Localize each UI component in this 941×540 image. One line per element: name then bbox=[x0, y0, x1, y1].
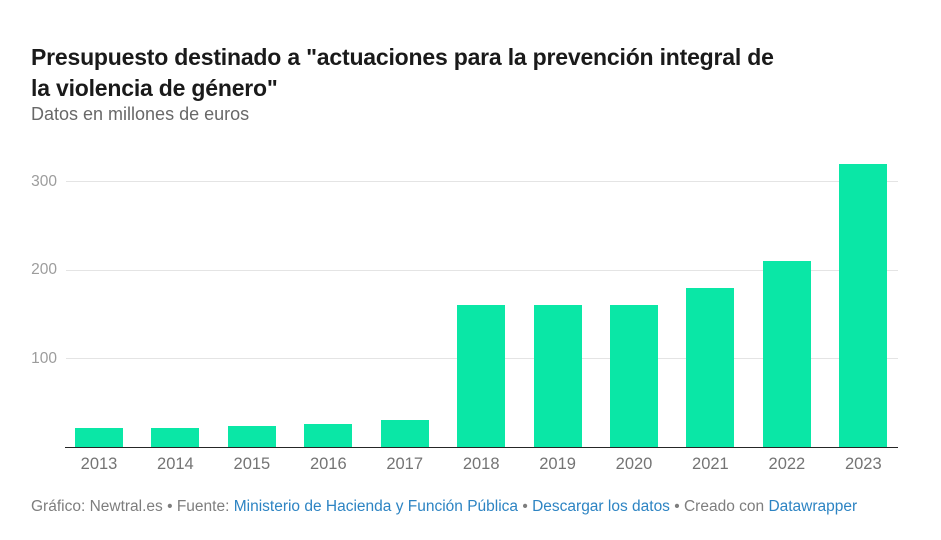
x-axis-tick-label-2018: 2018 bbox=[462, 455, 500, 473]
x-axis-tick-label-2013: 2013 bbox=[80, 455, 118, 473]
chart-title: Presupuesto destinado a "actuaciones par… bbox=[31, 42, 936, 104]
chart-title-line2: la violencia de género" bbox=[31, 75, 278, 102]
bar-2015 bbox=[227, 425, 276, 447]
bar-2014 bbox=[151, 428, 200, 447]
chart-title-line1: Presupuesto destinado a "actuaciones par… bbox=[31, 44, 774, 71]
source-link[interactable]: Ministerio de Hacienda y Función Pública bbox=[233, 498, 519, 515]
x-axis-tick-label-2016: 2016 bbox=[309, 455, 347, 473]
datawrapper-link[interactable]: Datawrapper bbox=[768, 498, 858, 515]
x-axis-tick-label-2014: 2014 bbox=[157, 455, 194, 473]
x-axis-tick-label-2019: 2019 bbox=[539, 455, 576, 473]
bar-2013 bbox=[75, 428, 123, 447]
bar-2016 bbox=[304, 424, 353, 447]
y-axis-tick-label-100: 100 bbox=[31, 349, 57, 367]
y-axis-tick-label-300: 300 bbox=[31, 172, 57, 190]
bar-2018 bbox=[457, 305, 506, 447]
bar-2022 bbox=[762, 261, 811, 447]
y-gridline-200 bbox=[66, 269, 898, 271]
y-axis-tick-label-200: 200 bbox=[31, 261, 57, 278]
bar-2021 bbox=[686, 287, 735, 447]
x-axis-tick-label-2023: 2023 bbox=[844, 455, 882, 473]
source-label: Fuente: bbox=[176, 498, 234, 515]
x-axis-tick-label-2021: 2021 bbox=[692, 455, 729, 473]
x-axis-tick-label-2022: 2022 bbox=[768, 455, 806, 473]
bar-2023 bbox=[839, 163, 888, 447]
y-gridline-300 bbox=[66, 181, 898, 182]
separator-dot: • bbox=[669, 498, 684, 515]
download-data-link[interactable]: Descargar los datos bbox=[532, 498, 670, 515]
created-with-text: Creado con bbox=[683, 498, 769, 515]
chart-subtitle: Datos en millones de euros bbox=[31, 104, 250, 124]
bar-2017 bbox=[380, 419, 429, 447]
x-axis-tick-label-2020: 2020 bbox=[615, 455, 653, 473]
separator-dot: • bbox=[518, 498, 533, 515]
separator-dot: • bbox=[162, 498, 177, 515]
bar-2019 bbox=[533, 305, 582, 447]
x-axis-line bbox=[65, 446, 898, 448]
x-axis-tick-label-2015: 2015 bbox=[233, 455, 271, 473]
bar-2020 bbox=[610, 305, 658, 447]
chart-footer: Gráfico: Newtral.es • Fuente: Ministerio… bbox=[31, 497, 921, 517]
x-axis-tick-label-2017: 2017 bbox=[386, 455, 424, 473]
bar-chart-plot-area: 100 200 300 2013 2014 2015 2016 2017 2018 2019 202… bbox=[31, 150, 898, 473]
credit-text: Gráfico: Newtral.es bbox=[31, 498, 163, 515]
